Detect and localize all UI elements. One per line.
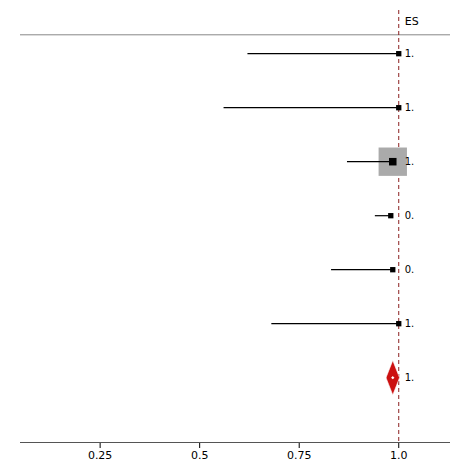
svg-text:0.5: 0.5 [191, 449, 209, 462]
svg-text:1.: 1. [405, 102, 415, 113]
svg-text:0.: 0. [405, 264, 415, 275]
svg-text:1.: 1. [405, 318, 415, 329]
svg-text:1.: 1. [405, 48, 415, 59]
svg-text:1.: 1. [405, 156, 415, 167]
svg-text:1.: 1. [405, 372, 415, 383]
svg-text:0.: 0. [405, 210, 415, 221]
svg-text:0.75: 0.75 [287, 449, 312, 462]
svg-text:ES: ES [405, 15, 419, 28]
svg-text:0.25: 0.25 [88, 449, 113, 462]
svg-text:1.0: 1.0 [390, 449, 408, 462]
